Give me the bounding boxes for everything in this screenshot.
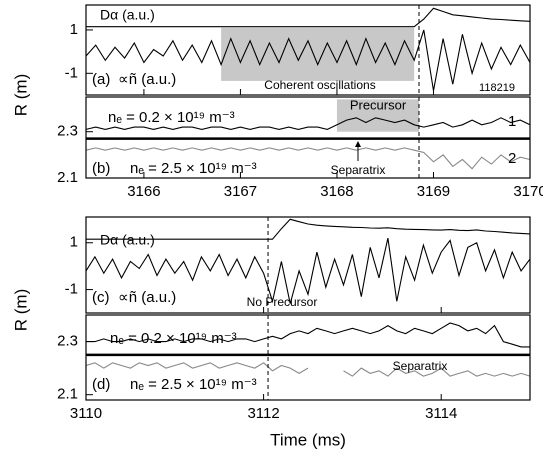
series-label: ∝ñ (a.u.) — [118, 289, 176, 306]
annotation: Coherent oscillations — [264, 78, 375, 92]
shaded-region — [221, 27, 415, 81]
panel-frame — [85, 96, 531, 179]
series-label: nₑ = 0.2 × 10¹⁹ m⁻³ — [108, 109, 235, 126]
series-line — [86, 322, 530, 348]
y-axis-label: R (m) — [11, 74, 30, 116]
y-tick-label: -1 — [65, 281, 78, 298]
annotation: Separatrix — [331, 163, 386, 177]
series-line — [85, 117, 531, 130]
series-line — [86, 218, 531, 240]
series-label: nₑ = 2.5 × 10¹⁹ m⁻³ — [130, 160, 257, 177]
series-label: Dα (a.u.) — [100, 232, 155, 248]
panel-frame — [85, 216, 531, 314]
series-line — [85, 237, 531, 304]
series-label: nₑ = 2.5 × 10¹⁹ m⁻³ — [130, 376, 257, 393]
x-tick-label: 3110 — [70, 405, 102, 422]
series-line — [85, 362, 531, 377]
panel-label: (b) — [92, 160, 110, 177]
series-line — [85, 147, 531, 170]
panel-label: (d) — [92, 376, 110, 393]
y-tick-label: 2.1 — [57, 386, 78, 403]
x-tick-label: 3169 — [417, 183, 450, 200]
y-tick-label: -1 — [65, 64, 78, 81]
x-axis-label: Time (ms) — [270, 430, 346, 449]
x-tick-label: 3166 — [127, 183, 160, 200]
y-tick-label: 1 — [70, 234, 78, 251]
panel-frame — [85, 314, 531, 401]
annotation: No Precursor — [247, 295, 318, 309]
series-label: Dα (a.u.) — [100, 7, 155, 23]
series-line — [85, 29, 531, 91]
y-tick-label: 2.3 — [57, 333, 78, 350]
panel-label: (c) — [92, 289, 110, 306]
panel-label: (a) — [92, 71, 110, 88]
series-tag: 1 — [508, 113, 516, 130]
y-tick-label: 1 — [70, 21, 78, 38]
x-tick-label: 3114 — [425, 405, 457, 422]
arrow-head — [355, 141, 361, 147]
series-label: ∝ñ (a.u.) — [118, 71, 176, 88]
series-line — [86, 7, 531, 28]
shaded-region — [336, 99, 419, 132]
panel-frame — [85, 4, 531, 96]
x-tick-label: 3170 — [513, 183, 543, 200]
annotation: Precursor — [350, 97, 407, 112]
y-tick-label: 2.1 — [57, 169, 78, 186]
x-tick-label: 3112 — [247, 405, 279, 422]
annotation: Separatrix — [393, 359, 448, 373]
annotation: 118219 — [479, 82, 515, 94]
x-tick-label: 3168 — [320, 183, 353, 200]
y-axis-label: R (m) — [11, 289, 30, 331]
series-label: nₑ = 0.2 × 10¹⁹ m⁻³ — [110, 330, 237, 347]
x-tick-label: 3167 — [224, 183, 257, 200]
series-tag: 2 — [508, 150, 516, 167]
y-tick-label: 2.3 — [57, 123, 78, 140]
